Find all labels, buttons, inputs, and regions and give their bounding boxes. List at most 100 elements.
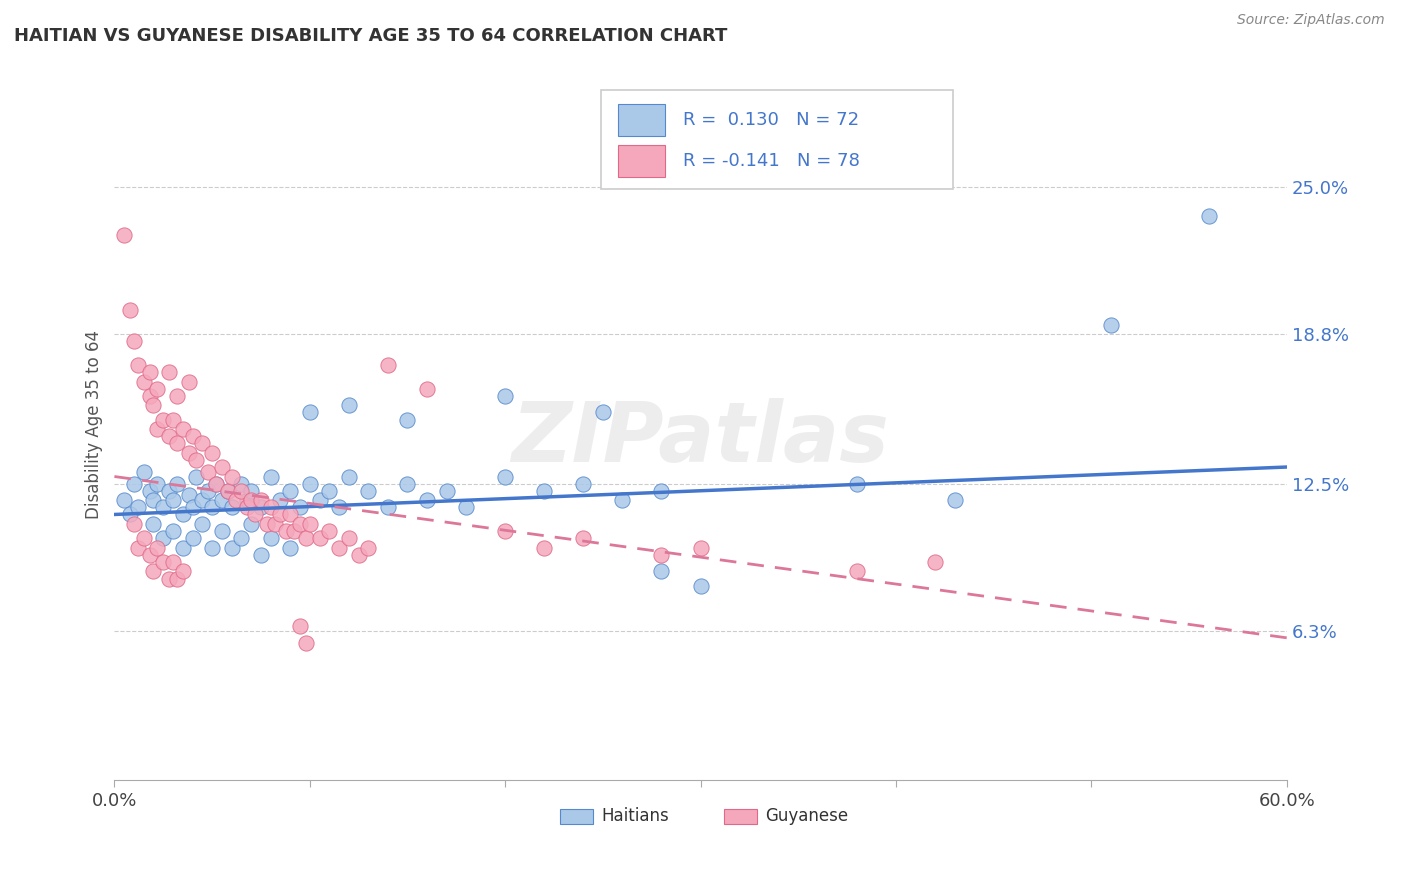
- Point: [177, 488, 200, 502]
- Point: [283, 524, 305, 538]
- Point: [112, 493, 135, 508]
- Point: [146, 476, 169, 491]
- Point: [132, 375, 155, 389]
- Point: [250, 548, 273, 562]
- Point: [260, 531, 283, 545]
- Point: [494, 469, 516, 483]
- Point: [166, 572, 188, 586]
- Point: [533, 541, 555, 555]
- Text: R = -0.141   N = 78: R = -0.141 N = 78: [683, 152, 860, 170]
- Point: [177, 446, 200, 460]
- Text: Source: ZipAtlas.com: Source: ZipAtlas.com: [1237, 13, 1385, 28]
- Point: [197, 483, 219, 498]
- Point: [205, 476, 228, 491]
- Point: [231, 531, 253, 545]
- Point: [298, 405, 321, 419]
- Point: [269, 493, 291, 508]
- Point: [152, 555, 174, 569]
- Point: [191, 493, 214, 508]
- Point: [225, 493, 247, 508]
- Point: [127, 541, 149, 555]
- Y-axis label: Disability Age 35 to 64: Disability Age 35 to 64: [86, 330, 103, 519]
- FancyBboxPatch shape: [600, 90, 953, 189]
- Point: [172, 508, 194, 522]
- Point: [172, 565, 194, 579]
- Point: [191, 436, 214, 450]
- Point: [138, 483, 160, 498]
- Point: [118, 303, 141, 318]
- Point: [845, 565, 868, 579]
- Point: [231, 476, 253, 491]
- Point: [201, 446, 224, 460]
- Point: [146, 422, 169, 436]
- Point: [612, 493, 634, 508]
- Text: R =  0.130   N = 72: R = 0.130 N = 72: [683, 111, 859, 128]
- Point: [186, 453, 208, 467]
- Point: [132, 531, 155, 545]
- Point: [152, 412, 174, 426]
- Point: [112, 227, 135, 242]
- Point: [166, 436, 188, 450]
- Point: [138, 548, 160, 562]
- Point: [276, 524, 298, 538]
- Point: [157, 483, 180, 498]
- Point: [240, 493, 263, 508]
- Point: [191, 516, 214, 531]
- Point: [377, 358, 399, 372]
- Point: [288, 500, 311, 515]
- Point: [122, 476, 145, 491]
- Point: [288, 516, 311, 531]
- Point: [240, 483, 263, 498]
- Point: [162, 412, 184, 426]
- Point: [263, 516, 285, 531]
- Point: [146, 541, 169, 555]
- Point: [328, 541, 350, 555]
- Point: [357, 483, 380, 498]
- Point: [157, 365, 180, 379]
- Point: [181, 429, 204, 443]
- Point: [689, 579, 711, 593]
- Point: [416, 493, 439, 508]
- Point: [357, 541, 380, 555]
- FancyBboxPatch shape: [724, 809, 756, 824]
- Point: [337, 531, 360, 545]
- Point: [328, 500, 350, 515]
- Point: [162, 555, 184, 569]
- Point: [278, 508, 301, 522]
- Point: [172, 541, 194, 555]
- Point: [142, 516, 165, 531]
- FancyBboxPatch shape: [619, 145, 665, 177]
- Point: [347, 548, 370, 562]
- Point: [298, 516, 321, 531]
- Point: [308, 493, 330, 508]
- Point: [152, 500, 174, 515]
- Point: [201, 500, 224, 515]
- Point: [308, 531, 330, 545]
- Point: [494, 389, 516, 403]
- Point: [278, 541, 301, 555]
- Point: [236, 500, 259, 515]
- Point: [138, 389, 160, 403]
- Point: [157, 429, 180, 443]
- Point: [845, 476, 868, 491]
- Point: [211, 460, 233, 475]
- Point: [924, 555, 946, 569]
- Point: [166, 476, 188, 491]
- Point: [162, 524, 184, 538]
- Point: [211, 524, 233, 538]
- Point: [217, 483, 239, 498]
- Point: [943, 493, 966, 508]
- Point: [436, 483, 458, 498]
- Point: [221, 500, 243, 515]
- Point: [118, 508, 141, 522]
- Point: [181, 500, 204, 515]
- Point: [295, 531, 318, 545]
- Point: [416, 382, 439, 396]
- Point: [211, 493, 233, 508]
- Point: [132, 465, 155, 479]
- Point: [152, 531, 174, 545]
- Point: [181, 531, 204, 545]
- Point: [142, 565, 165, 579]
- Point: [236, 493, 259, 508]
- Point: [122, 334, 145, 349]
